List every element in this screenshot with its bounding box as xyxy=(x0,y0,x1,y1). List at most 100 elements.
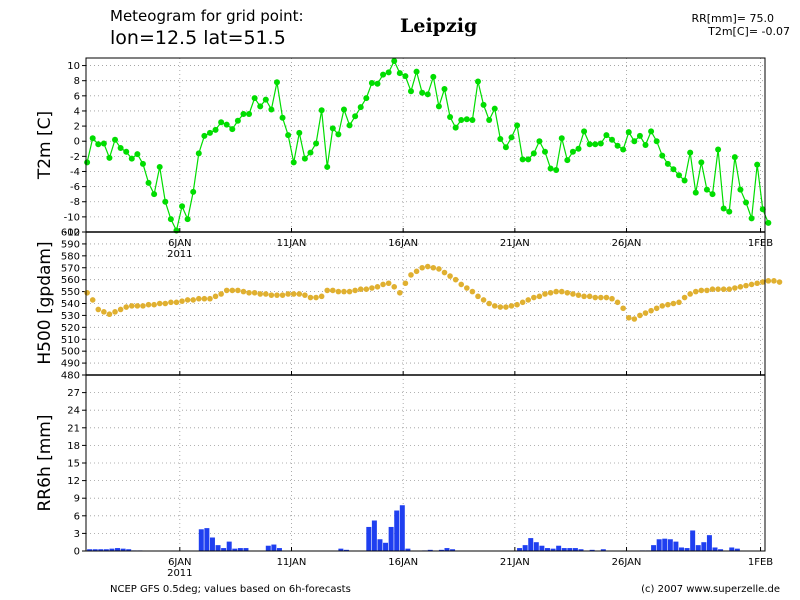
h500-point xyxy=(536,293,543,300)
h500-point xyxy=(553,288,559,295)
y-tick-label: 0 xyxy=(74,137,80,148)
h500-point xyxy=(140,303,146,309)
temperature-point xyxy=(670,166,677,173)
h500-point xyxy=(609,295,615,302)
x-tick-label: 26JAN xyxy=(612,557,642,568)
precip-bar xyxy=(539,545,545,551)
panel-frame xyxy=(85,374,766,552)
temperature-point xyxy=(128,155,135,162)
x-tick-label: 1FEB xyxy=(748,557,773,568)
y-tick-label: 15 xyxy=(67,459,80,470)
h500-point xyxy=(692,288,699,295)
temperature-point xyxy=(631,138,638,145)
temperature-point xyxy=(435,103,442,110)
temperature-point xyxy=(452,124,459,131)
temperature-point xyxy=(413,68,420,75)
temperature-point xyxy=(653,138,660,145)
x-tick-label: 11JAN xyxy=(277,557,307,568)
h500-point xyxy=(397,289,403,296)
h500-point xyxy=(620,305,626,312)
h500-point xyxy=(564,289,571,296)
temperature-point xyxy=(419,89,426,96)
h500-point xyxy=(296,291,303,297)
precip-bar xyxy=(209,537,215,551)
temperature-point xyxy=(424,91,431,98)
precip-bar xyxy=(215,545,221,551)
temperature-point xyxy=(396,70,403,77)
precip-bar xyxy=(729,547,735,551)
h500-point xyxy=(357,286,364,293)
temperature-point xyxy=(385,69,392,76)
h500-point xyxy=(106,311,113,318)
temperature-line xyxy=(86,59,769,233)
temperature-point xyxy=(352,113,359,120)
copyright-note: (c) 2007 www.superzelle.de xyxy=(641,584,780,595)
y-tick-label: 520 xyxy=(61,323,80,334)
precip-bar xyxy=(98,549,104,551)
temperature-point xyxy=(112,136,119,143)
temperature-point xyxy=(703,186,710,193)
temperature-point xyxy=(463,116,470,123)
h500-point xyxy=(743,282,749,289)
precip-bar xyxy=(690,530,696,551)
precip-bar xyxy=(701,542,707,551)
title-line-1: Meteogram for grid point: xyxy=(110,7,304,25)
h500-point xyxy=(285,291,291,297)
h500-point xyxy=(447,273,453,279)
temperature-point xyxy=(614,142,621,149)
precip-bar xyxy=(343,549,349,551)
temperature-point xyxy=(229,126,236,133)
temperature-point xyxy=(603,132,610,139)
temperature-point xyxy=(430,73,437,80)
x-tick-label: 6JAN xyxy=(168,238,191,249)
h500-point xyxy=(441,269,448,276)
h500-point xyxy=(486,300,492,307)
h500-point xyxy=(391,284,398,290)
precip-bar xyxy=(103,549,109,551)
h500-point xyxy=(363,286,370,293)
temperature-point xyxy=(318,107,325,114)
y-tick-label: 600 xyxy=(61,228,80,239)
h500-point xyxy=(475,293,481,300)
precip-bar xyxy=(204,528,210,551)
h500-point xyxy=(748,281,755,288)
precip-bar xyxy=(684,548,690,551)
precip-bar xyxy=(517,548,523,551)
y-tick-label: 570 xyxy=(61,263,80,274)
h500-point xyxy=(480,297,487,303)
h500-point xyxy=(117,306,124,313)
h500-point xyxy=(168,299,174,306)
temperature-point xyxy=(508,134,515,141)
panel-frame xyxy=(85,57,766,233)
h500-point xyxy=(737,284,744,290)
h500-point xyxy=(346,288,353,295)
temperature-point xyxy=(743,199,750,206)
temperature-point xyxy=(547,165,554,172)
y-tick-label: 6 xyxy=(74,511,80,522)
temperature-point xyxy=(759,206,766,213)
temperature-point xyxy=(201,132,208,139)
h500-point xyxy=(84,289,90,296)
h500-point xyxy=(642,310,649,316)
y-tick-label: -8 xyxy=(70,197,80,208)
h500-point xyxy=(274,292,280,298)
y-tick-label: 4 xyxy=(74,106,80,117)
precip-bar xyxy=(556,545,562,551)
precip-bar xyxy=(589,549,595,551)
x-tick-label: 26JAN xyxy=(612,238,642,249)
temperature-point xyxy=(391,58,398,65)
temperature-point xyxy=(223,121,230,128)
h500-point xyxy=(514,301,520,308)
temperature-point xyxy=(536,138,543,145)
h500-point xyxy=(307,294,314,301)
precip-bar xyxy=(383,542,389,551)
y-tick-label: 2 xyxy=(74,122,80,133)
h500-point xyxy=(352,287,358,294)
precip-bar xyxy=(271,544,277,551)
h500-point xyxy=(570,291,576,297)
h500-point xyxy=(754,280,760,287)
precip-bar xyxy=(718,549,724,551)
y-tick-label: 500 xyxy=(61,347,80,358)
temperature-point xyxy=(754,161,761,168)
